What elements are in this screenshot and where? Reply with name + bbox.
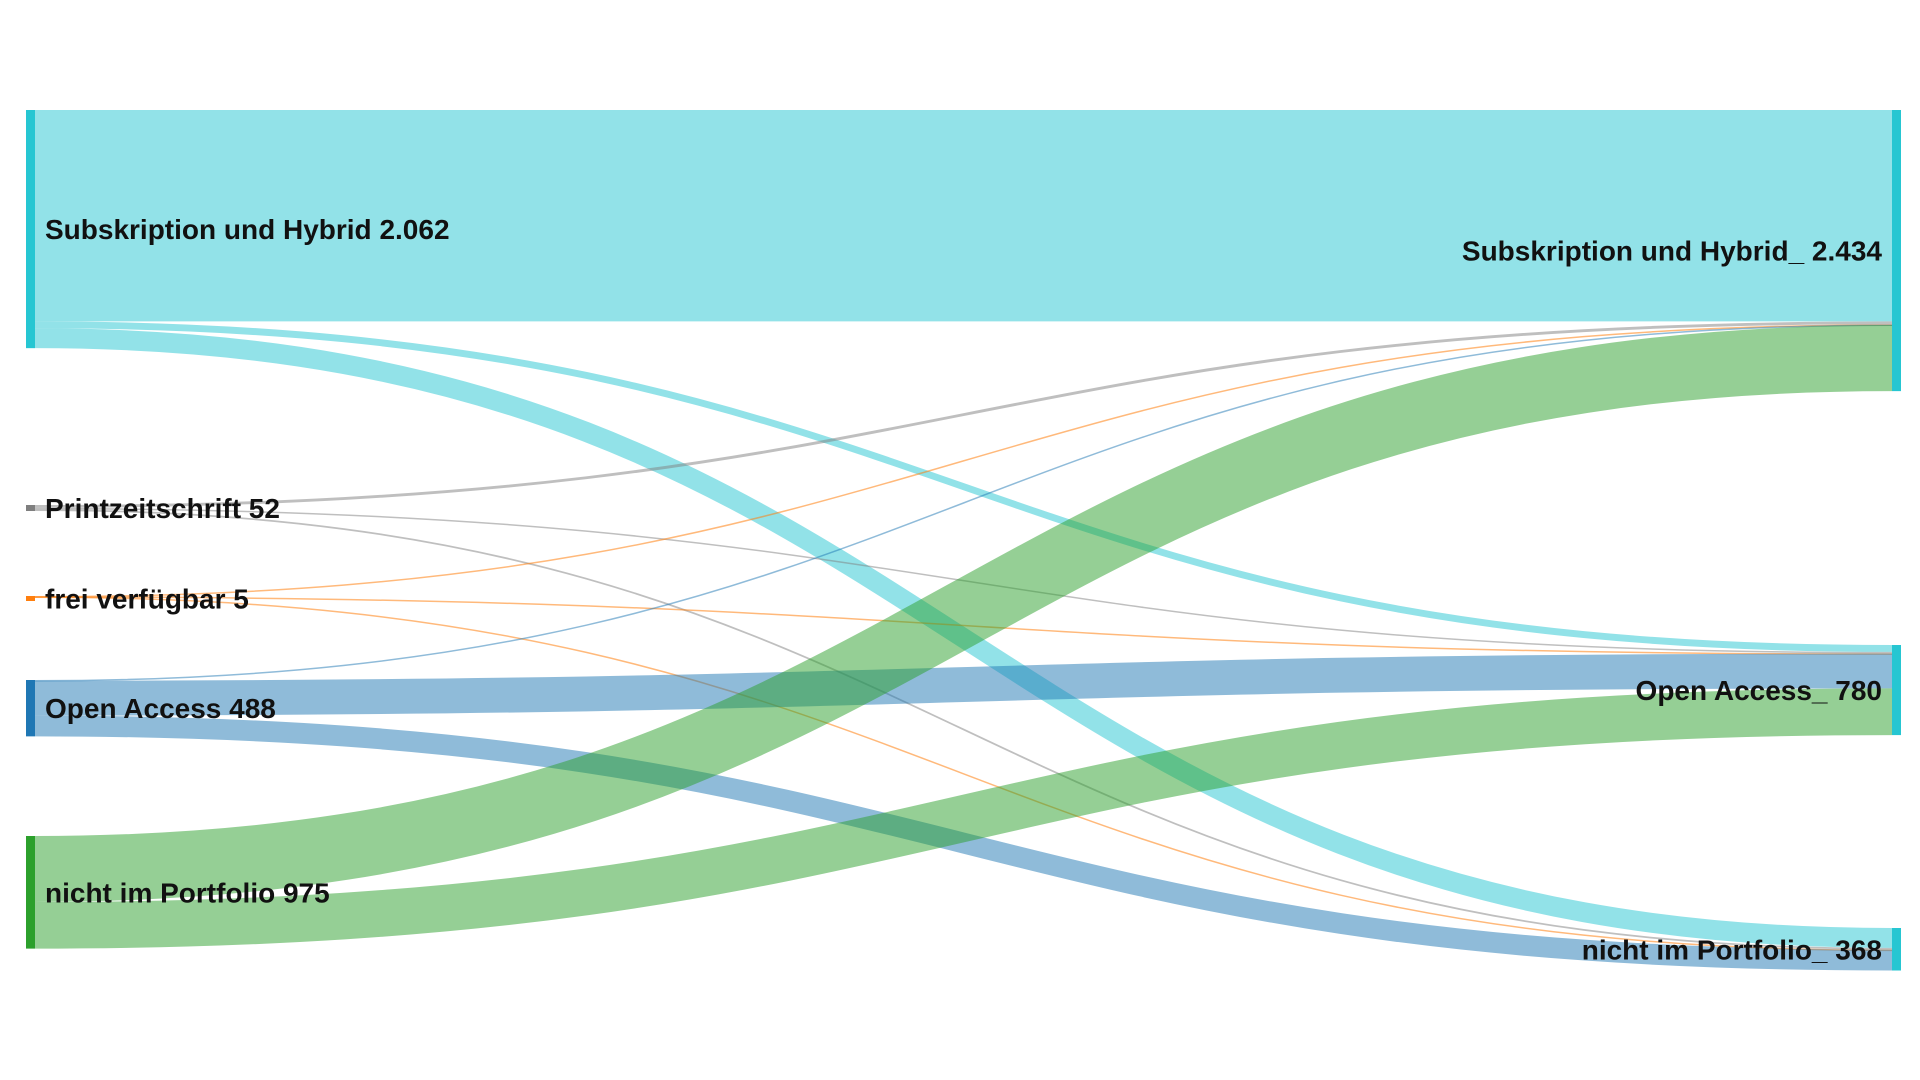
label-s_print: Printzeitschrift 52 bbox=[45, 493, 280, 524]
link-s_nip-t_oa[interactable] bbox=[34, 688, 1893, 949]
label-t_nip: nicht im Portfolio_ 368 bbox=[1582, 934, 1882, 965]
node-s_frei[interactable] bbox=[26, 596, 35, 601]
label-s_sub: Subskription und Hybrid 2.062 bbox=[45, 214, 450, 245]
link-s_frei-t_sub[interactable] bbox=[34, 324, 1893, 598]
label-s_frei: frei verfügbar 5 bbox=[45, 584, 249, 615]
node-s_oa[interactable] bbox=[26, 680, 35, 737]
link-s_oa-t_sub[interactable] bbox=[34, 324, 1893, 682]
link-s_print-t_nip[interactable] bbox=[34, 509, 1893, 950]
sankey-links bbox=[34, 109, 1893, 971]
label-s_oa: Open Access 488 bbox=[45, 693, 276, 724]
label-t_sub: Subskription und Hybrid_ 2.434 bbox=[1462, 236, 1883, 267]
link-s_oa-t_oa[interactable] bbox=[34, 653, 1893, 716]
node-s_sub[interactable] bbox=[26, 110, 35, 349]
link-s_frei-t_nip[interactable] bbox=[34, 596, 1893, 952]
label-t_oa: Open Access_ 780 bbox=[1636, 675, 1882, 706]
sankey-labels: Subskription und Hybrid 2.062 Printzeitsc… bbox=[45, 214, 1882, 965]
link-s_print-t_sub[interactable] bbox=[34, 321, 1893, 508]
link-s_oa-t_nip[interactable] bbox=[34, 715, 1893, 971]
node-s_nip[interactable] bbox=[26, 836, 35, 949]
node-t_sub[interactable] bbox=[1892, 110, 1901, 392]
label-s_nip: nicht im Portfolio 975 bbox=[45, 877, 330, 908]
link-s_nip-t_sub[interactable] bbox=[34, 325, 1893, 902]
node-t_nip[interactable] bbox=[1892, 928, 1901, 971]
node-s_print[interactable] bbox=[26, 505, 35, 512]
sankey-nodes bbox=[26, 110, 1901, 971]
node-t_oa[interactable] bbox=[1892, 645, 1901, 736]
link-s_sub-t_oa[interactable] bbox=[34, 321, 1893, 652]
